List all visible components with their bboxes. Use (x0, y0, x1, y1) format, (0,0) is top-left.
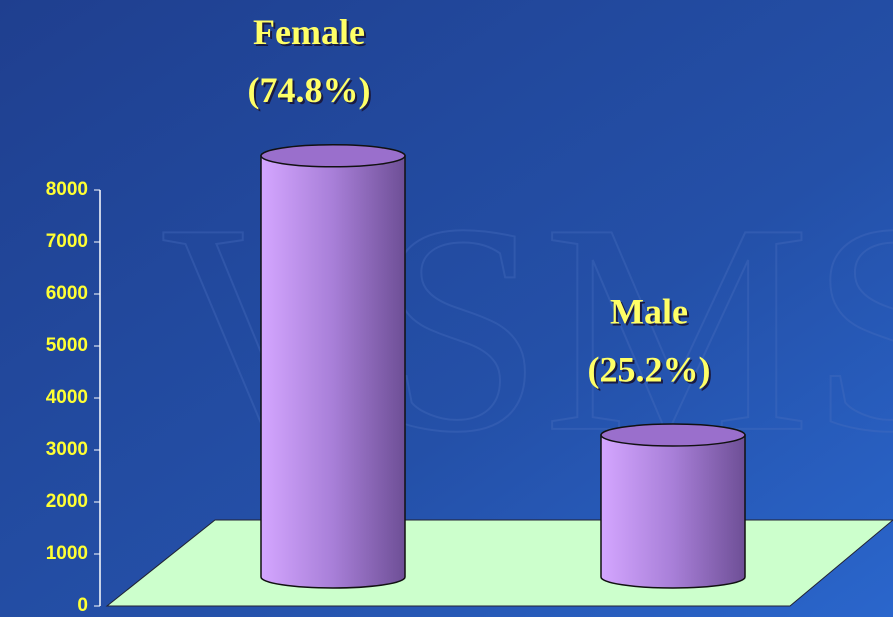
y-tick-label: 2000 (46, 491, 88, 512)
cylinder-body (260, 155, 406, 589)
y-tick-label: 1000 (46, 543, 88, 564)
bar-label: Female (253, 12, 365, 52)
label-shadow: Male (612, 293, 690, 333)
label-shadow: Female (255, 14, 367, 54)
bar-label: (25.2%) (588, 349, 711, 389)
y-tick-label: 3000 (46, 439, 88, 460)
bar-label: (74.8%) (248, 70, 371, 110)
cylinder-top (260, 144, 406, 168)
y-tick-label: 7000 (46, 231, 88, 252)
cylinder-top (600, 423, 746, 447)
cylinder-body (600, 434, 746, 589)
label-shadow: (74.8%) (250, 72, 373, 112)
y-tick-label: 0 (77, 595, 88, 616)
label-shadow: (25.2%) (590, 351, 713, 391)
y-tick-label: 6000 (46, 283, 88, 304)
y-tick-label: 5000 (46, 335, 88, 356)
y-tick-label: 4000 (46, 387, 88, 408)
y-tick-label: 8000 (46, 179, 88, 200)
bar-label: Male (610, 291, 688, 331)
floor (105, 519, 893, 607)
